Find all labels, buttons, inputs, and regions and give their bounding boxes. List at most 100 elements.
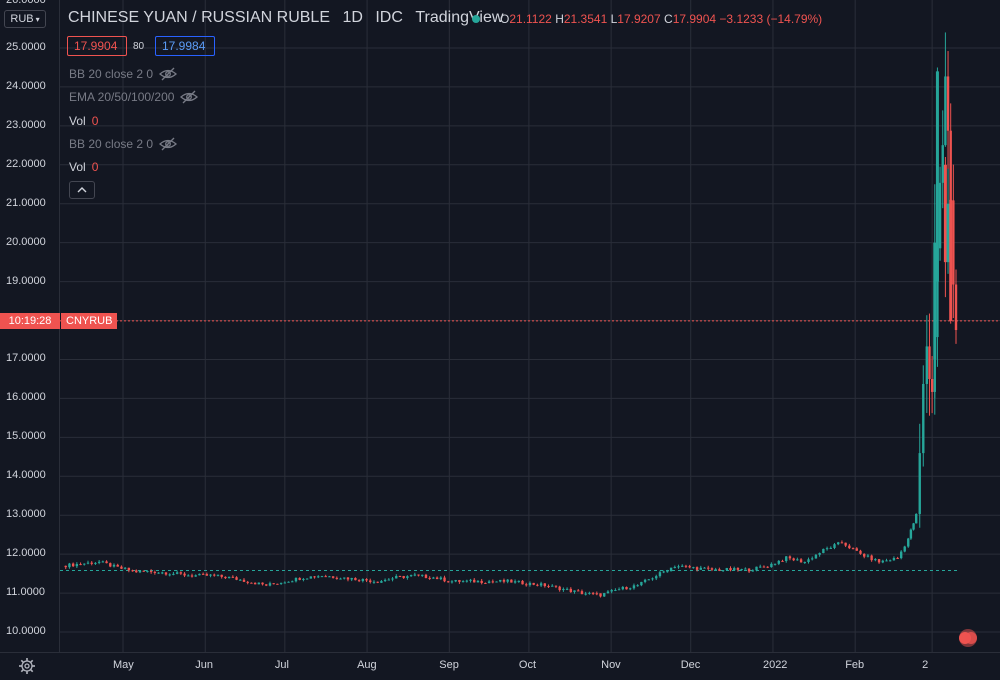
candle-body — [918, 453, 921, 514]
candle-body — [859, 550, 862, 554]
market-status-icon[interactable] — [472, 15, 480, 23]
candle-body — [242, 579, 246, 582]
candle-body — [71, 563, 75, 567]
exchange: IDC — [375, 9, 403, 26]
candle-body — [491, 581, 495, 583]
candle-body — [313, 576, 316, 578]
candle-body — [413, 574, 417, 576]
candle-body — [250, 582, 253, 584]
candle-body — [138, 570, 142, 573]
sell-button[interactable]: 17.9904 — [67, 36, 127, 56]
candle-body — [603, 593, 606, 597]
indicator-ema[interactable]: EMA 20/50/100/200 — [69, 90, 199, 104]
candle-body — [811, 558, 814, 560]
eye-hidden-icon[interactable] — [159, 137, 178, 151]
indicator-value: 0 — [91, 160, 99, 174]
gear-icon[interactable] — [18, 657, 36, 675]
time-axis-label: Oct — [518, 659, 537, 671]
candle-body — [796, 559, 799, 561]
candle-body — [324, 576, 327, 578]
candle-body — [617, 589, 621, 591]
candle-body — [283, 582, 287, 584]
candle-body — [153, 571, 157, 573]
price-axis-label: 19.0000 — [6, 274, 46, 287]
candle-body — [729, 568, 732, 571]
candle-body — [681, 565, 684, 567]
candle-body — [291, 581, 294, 583]
candle-body — [721, 570, 725, 572]
candle-body — [209, 574, 212, 576]
candle-body — [350, 577, 353, 580]
eye-hidden-icon[interactable] — [180, 90, 199, 104]
candle-body — [198, 573, 201, 576]
time-axis-label: 2022 — [762, 659, 788, 671]
candle-body — [866, 555, 870, 557]
price-axis-label: 12.0000 — [6, 547, 46, 560]
candle-body — [343, 577, 346, 579]
candle-body — [135, 570, 138, 573]
indicator-vol-1[interactable]: Vol 0 — [69, 114, 98, 128]
record-icon[interactable] — [956, 628, 980, 648]
candle-body — [331, 576, 335, 578]
candle-body — [398, 575, 402, 577]
candle-body — [946, 76, 950, 131]
candle-body — [383, 579, 387, 582]
candle-body — [584, 593, 587, 595]
price-axis-label: 21.0000 — [6, 196, 46, 209]
candle-body — [179, 572, 183, 574]
candle-body — [320, 576, 324, 578]
candle-body — [372, 581, 376, 583]
candle-body — [142, 570, 145, 572]
price-axis-label: 26.0000 — [6, 0, 46, 6]
candle-body — [822, 548, 825, 554]
candle-body — [818, 553, 821, 555]
candle-body — [458, 580, 461, 582]
candle-body — [930, 379, 934, 392]
price-axis-label: 20.0000 — [6, 235, 46, 248]
time-axis[interactable] — [0, 652, 1000, 680]
candle-body — [131, 570, 134, 572]
candle-body — [168, 574, 171, 576]
buy-button[interactable]: 17.9984 — [155, 36, 215, 56]
candle-body — [896, 557, 899, 559]
price-axis-label: 22.0000 — [6, 157, 46, 170]
candle-body — [781, 560, 784, 562]
collapse-legend-button[interactable] — [69, 181, 95, 199]
price-axis-label: 14.0000 — [6, 469, 46, 482]
price-axis-label: 17.0000 — [6, 352, 46, 365]
candle-body — [235, 577, 238, 580]
crosshair-time-label: 10:19:28 — [0, 313, 60, 329]
candle-body — [354, 577, 357, 581]
candle-body — [944, 76, 947, 146]
indicator-vol-2[interactable]: Vol 0 — [69, 160, 98, 174]
candle-body — [949, 130, 952, 201]
candle-body — [889, 560, 892, 562]
candle-body — [473, 579, 476, 583]
candle-body — [699, 567, 702, 570]
indicator-bb-1[interactable]: BB 20 close 2 0 — [69, 67, 178, 81]
candle-body — [740, 569, 743, 571]
candle-body — [480, 580, 483, 583]
chart-title[interactable]: CHINESE YUAN / RUSSIAN RUBLE 1D IDC Trad… — [68, 9, 503, 27]
candle-body — [547, 586, 550, 588]
spread-value: 80 — [133, 40, 145, 52]
candle-body — [695, 567, 699, 570]
candle-body — [94, 562, 97, 564]
candle-body — [302, 578, 305, 580]
candle-body — [580, 591, 584, 595]
candle-body — [632, 585, 636, 589]
chevron-up-icon — [77, 187, 87, 193]
candle-body — [922, 383, 925, 454]
candle-body — [109, 563, 112, 567]
currency-select[interactable]: RUB ▾ — [4, 10, 46, 28]
eye-hidden-icon[interactable] — [159, 67, 178, 81]
candle-body — [369, 580, 372, 583]
candle-body — [655, 576, 658, 579]
candle-body — [227, 576, 231, 579]
candle-body — [201, 573, 205, 575]
candle-body — [840, 542, 844, 544]
indicator-bb-2[interactable]: BB 20 close 2 0 — [69, 137, 178, 151]
candle-body — [573, 590, 576, 592]
